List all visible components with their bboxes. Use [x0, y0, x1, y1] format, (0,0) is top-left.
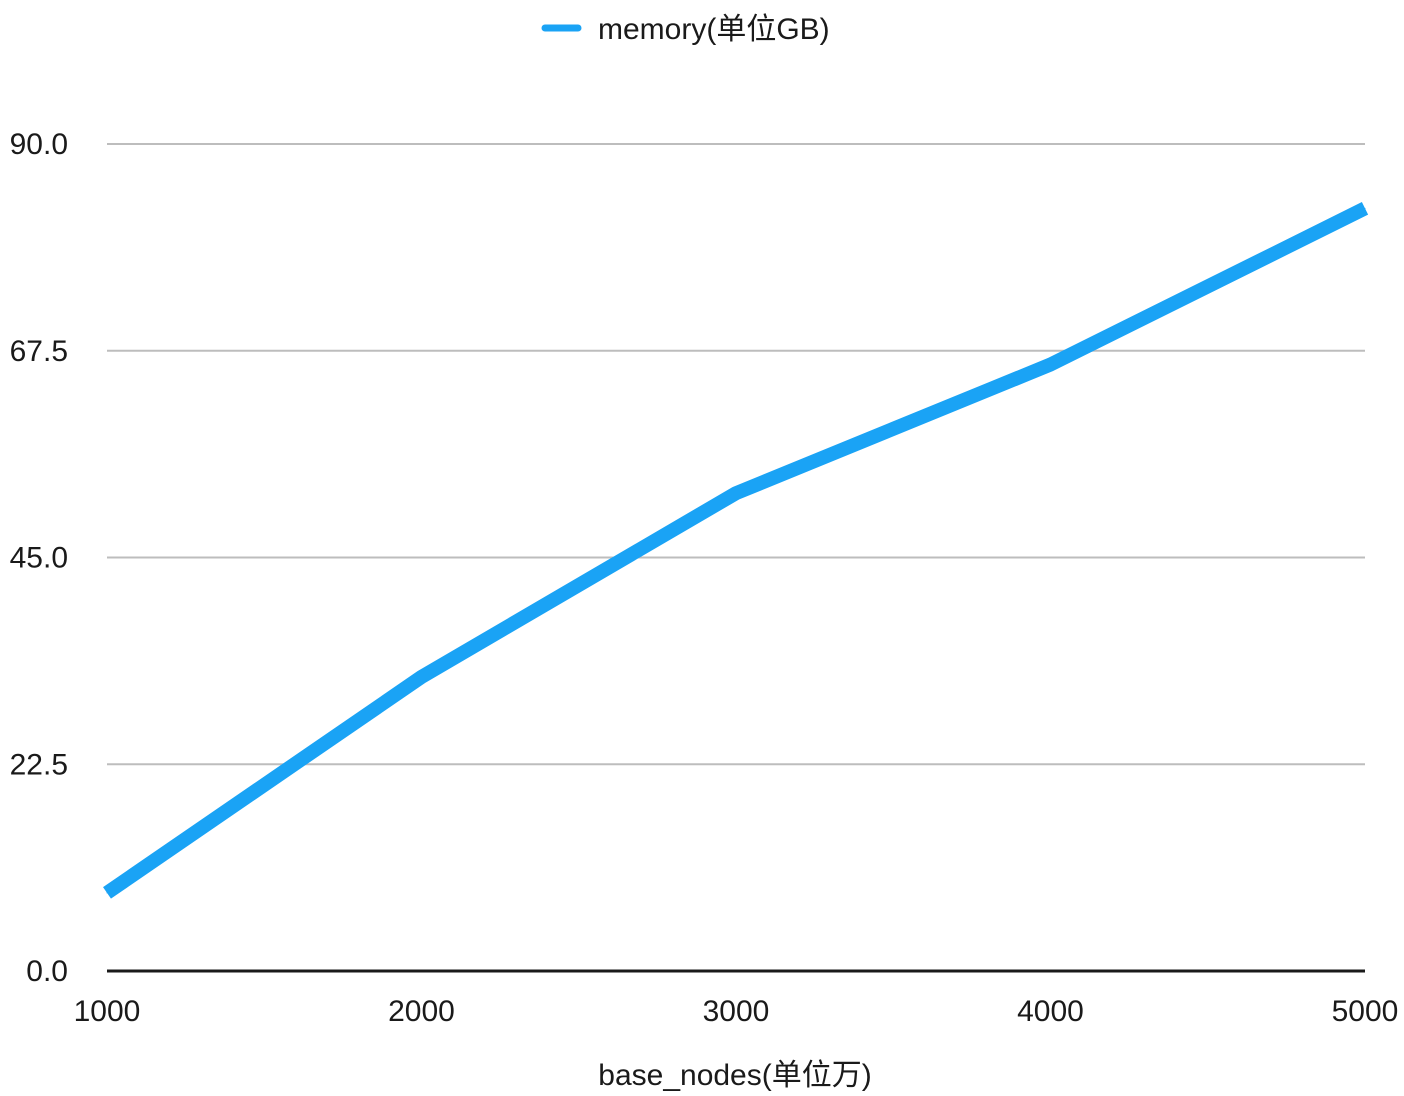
- data-point: [421, 676, 422, 678]
- series-line: [103, 202, 1369, 899]
- data-point: [1050, 364, 1051, 366]
- y-tick-label: 90.0: [10, 128, 68, 161]
- data-point: [106, 892, 108, 894]
- series-lines: [103, 202, 1369, 899]
- x-tick-label: 2000: [388, 995, 455, 1028]
- legend: memory(单位GB): [541, 13, 830, 46]
- data-point: [735, 492, 737, 494]
- x-tick-label: 1000: [74, 995, 141, 1028]
- y-tick-label: 45.0: [10, 542, 68, 575]
- x-tick-label: 4000: [1017, 995, 1084, 1028]
- x-tick-label: 3000: [703, 995, 770, 1028]
- x-axis-title: base_nodes(单位万): [598, 1059, 871, 1092]
- y-tick-label: 22.5: [10, 748, 68, 781]
- gridlines: [107, 143, 1365, 766]
- x-tick-label: 5000: [1332, 995, 1399, 1028]
- legend-label: memory(单位GB): [598, 13, 830, 46]
- axes: 0.0 22.5 45.0 67.5 90.0 1000 2000 3000 4000 5000: [10, 128, 1399, 1028]
- data-point: [1364, 207, 1366, 209]
- y-tick-label: 67.5: [10, 335, 68, 368]
- y-tick-label: 0.0: [26, 955, 68, 988]
